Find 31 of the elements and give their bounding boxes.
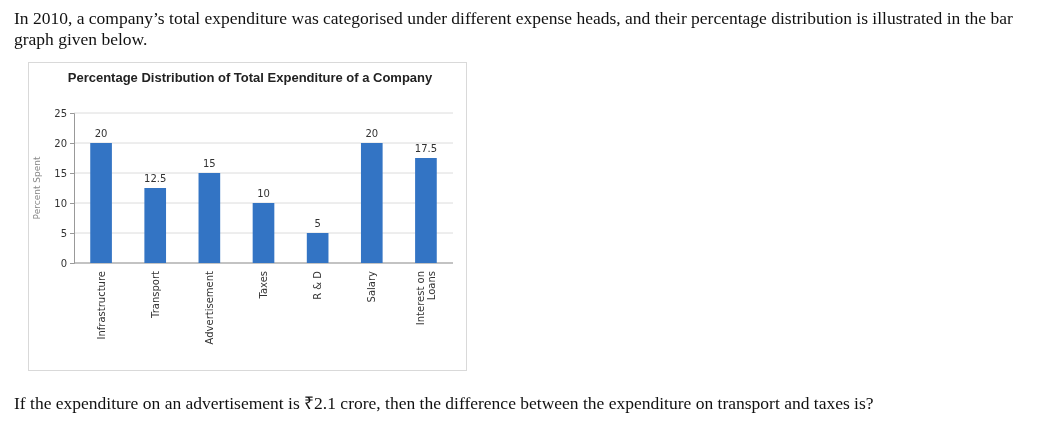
text: In 2010, a company’s total expenditure was categorised under different expense heads, and their percentage distribution is illustrated in the bar graph given below. [14,8,1014,50]
data-label: 17.5 [414,143,438,154]
y-tick-label: 15 [54,167,67,179]
bar [90,143,112,263]
data-label: 12.5 [144,173,167,184]
bar [306,233,329,263]
text: If the expenditure on an advertisement is ₹2.1 crore, then the difference between the expenditure on transport and taxes is? [14,393,875,414]
y-tick-label: 20 [54,137,67,149]
data-label: 15 [202,158,216,169]
bar [415,158,437,263]
y-tick-label: 25 [54,107,67,119]
data-label: 20 [94,128,108,139]
x-tick-label: R & D [312,270,324,300]
bar [252,203,275,263]
x-tick-label: Advertisement [203,270,215,345]
data-label: 10 [257,188,270,199]
bar [198,173,221,263]
y-axis-title: Percent Spent [32,156,42,220]
y-tick-label: 0 [60,257,67,269]
bar [360,143,383,263]
x-tick-label: Infrastructure [95,271,107,340]
data-label: 20 [365,128,379,139]
y-tick-label: 5 [60,227,67,239]
x-tick-label: Interest on Loans [414,271,437,326]
chart-title: Percentage Distribution of Total Expenditure of a Company [67,70,434,85]
x-tick-label: Transport [149,270,161,319]
x-tick-label: Salary [366,270,378,303]
y-tick-label: 10 [54,197,67,209]
bar [144,188,167,263]
data-label: 5 [314,218,321,229]
x-tick-label: Taxes [258,271,269,300]
